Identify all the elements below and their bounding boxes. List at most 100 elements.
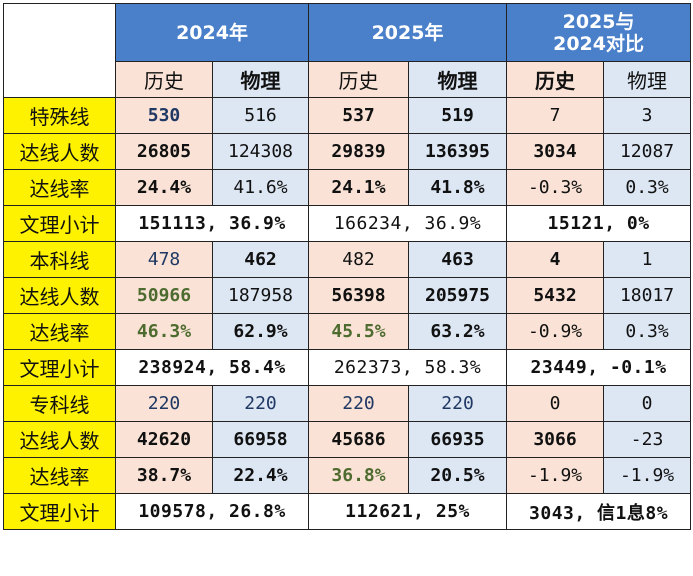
subheader-row: 历史 物理 历史 物理 历史 物理 (4, 61, 692, 98)
table-cell: 220 (408, 385, 508, 422)
table-cell: 537 (308, 97, 410, 134)
subheader-physics-2025: 物理 (408, 61, 508, 98)
header-2024: 2024年 (114, 3, 310, 62)
subtotal-cell: 23449, -0.1% (506, 349, 692, 386)
table-cell: 482 (308, 241, 410, 278)
table-cell: 29839 (308, 133, 410, 170)
table-cell: 519 (408, 97, 508, 134)
subheader-history-2024: 历史 (115, 61, 213, 98)
subtotal-cell: 166234, 36.9% (308, 205, 508, 242)
row-label: 文理小计 (3, 205, 116, 242)
table-cell: 24.4% (115, 169, 213, 206)
table-cell: 3034 (506, 133, 605, 170)
table-row: 达线人数 42620 66958 45686 66935 3066 -23 (3, 421, 692, 458)
table-cell: 46.3% (115, 313, 213, 350)
subtotal-cell: 109578, 26.8% (114, 493, 310, 530)
table-row: 达线率 24.4% 41.6% 24.1% 41.8% -0.3% 0.3% (3, 169, 692, 206)
subtotal-cell: 15121, 0% (506, 205, 692, 242)
table-cell: -1.9% (506, 457, 605, 494)
table-cell: 478 (115, 241, 213, 278)
table-cell: 3066 (506, 421, 605, 458)
table-cell: 220 (115, 385, 213, 422)
table-cell: -0.3% (506, 169, 605, 206)
table-cell: 3 (603, 97, 692, 134)
table-cell: -0.9% (506, 313, 605, 350)
table-cell: 66935 (408, 421, 508, 458)
table-cell: 42620 (115, 421, 213, 458)
corner-cell (3, 3, 116, 98)
table-cell: 5432 (506, 277, 605, 314)
table-cell: 18017 (603, 277, 692, 314)
row-label: 达线率 (3, 457, 116, 494)
table-cell: 38.7% (115, 457, 213, 494)
subtotal-cell: 3043, 信1息8% (506, 493, 692, 530)
table-cell: 530 (115, 97, 213, 134)
table-cell: 136395 (408, 133, 508, 170)
subheader-physics-diff: 物理 (603, 61, 692, 98)
row-label: 达线率 (3, 313, 116, 350)
table-row: 达线率 38.7% 22.4% 36.8% 20.5% -1.9% -1.9% (3, 457, 692, 494)
table-cell: -1.9% (603, 457, 692, 494)
table-cell: 26805 (115, 133, 213, 170)
table-row: 专科线 220 220 220 220 0 0 (3, 385, 692, 422)
table-cell: 24.1% (308, 169, 410, 206)
table-cell: 1 (603, 241, 692, 278)
header-comparison-line1: 2025与 (562, 10, 635, 33)
table-cell: 220 (211, 385, 310, 422)
table-cell: 45686 (308, 421, 410, 458)
row-label: 文理小计 (3, 493, 116, 530)
table-row: 达线人数 50966 187958 56398 205975 5432 1801… (3, 277, 692, 314)
table-cell: 41.6% (211, 169, 310, 206)
table-cell: 20.5% (408, 457, 508, 494)
table-cell: 205975 (408, 277, 508, 314)
table-row: 达线率 46.3% 62.9% 45.5% 63.2% -0.9% 0.3% (3, 313, 692, 350)
subheader-physics-2024: 物理 (211, 61, 310, 98)
subheader-history-diff: 历史 (506, 61, 605, 98)
table-cell: 463 (408, 241, 508, 278)
table-cell: 63.2% (408, 313, 508, 350)
table-cell: 0 (506, 385, 605, 422)
row-label: 达线人数 (3, 133, 116, 170)
score-comparison-table: 2024年 2025年 2025与 2024对比 历史 物理 历史 物理 历史 … (3, 3, 692, 530)
table-cell: 0.3% (603, 313, 692, 350)
subtotal-row: 文理小计 109578, 26.8% 112621, 25% 3043, 信1息… (3, 493, 692, 530)
subtotal-cell: 112621, 25% (308, 493, 508, 530)
table-row: 特殊线 530 516 537 519 7 3 (3, 97, 692, 134)
row-label: 特殊线 (3, 97, 116, 134)
row-label: 达线率 (3, 169, 116, 206)
table-cell: -23 (603, 421, 692, 458)
header-row: 2024年 2025年 2025与 2024对比 (3, 3, 692, 98)
table-row: 本科线 478 462 482 463 4 1 (3, 241, 692, 278)
table-cell: 50966 (115, 277, 213, 314)
table-cell: 0 (603, 385, 692, 422)
table-cell: 516 (211, 97, 310, 134)
table-cell: 62.9% (211, 313, 310, 350)
row-label: 达线人数 (3, 277, 116, 314)
subtotal-row: 文理小计 151113, 36.9% 166234, 36.9% 15121, … (3, 205, 692, 242)
table-cell: 56398 (308, 277, 410, 314)
row-label: 达线人数 (3, 421, 116, 458)
subtotal-cell: 151113, 36.9% (114, 205, 310, 242)
subtotal-row: 文理小计 238924, 58.4% 262373, 58.3% 23449, … (3, 349, 692, 386)
table-cell: 4 (506, 241, 605, 278)
table-cell: 22.4% (211, 457, 310, 494)
table-cell: 7 (506, 97, 605, 134)
score-table-container: 2024年 2025年 2025与 2024对比 历史 物理 历史 物理 历史 … (3, 3, 692, 530)
table-cell: 41.8% (408, 169, 508, 206)
table-cell: 66958 (211, 421, 310, 458)
table-cell: 0.3% (603, 169, 692, 206)
table-row: 达线人数 26805 124308 29839 136395 3034 1208… (3, 133, 692, 170)
subtotal-cell: 238924, 58.4% (114, 349, 310, 386)
table-cell: 220 (308, 385, 410, 422)
subtotal-cell: 262373, 58.3% (308, 349, 508, 386)
header-comparison-line2: 2024对比 (553, 32, 644, 55)
table-cell: 187958 (211, 277, 310, 314)
table-cell: 12087 (603, 133, 692, 170)
row-label: 本科线 (3, 241, 116, 278)
header-2025: 2025年 (308, 3, 508, 62)
header-comparison: 2025与 2024对比 (506, 3, 692, 62)
row-label: 文理小计 (3, 349, 116, 386)
table-cell: 45.5% (308, 313, 410, 350)
subheader-history-2025: 历史 (308, 61, 410, 98)
table-cell: 462 (211, 241, 310, 278)
